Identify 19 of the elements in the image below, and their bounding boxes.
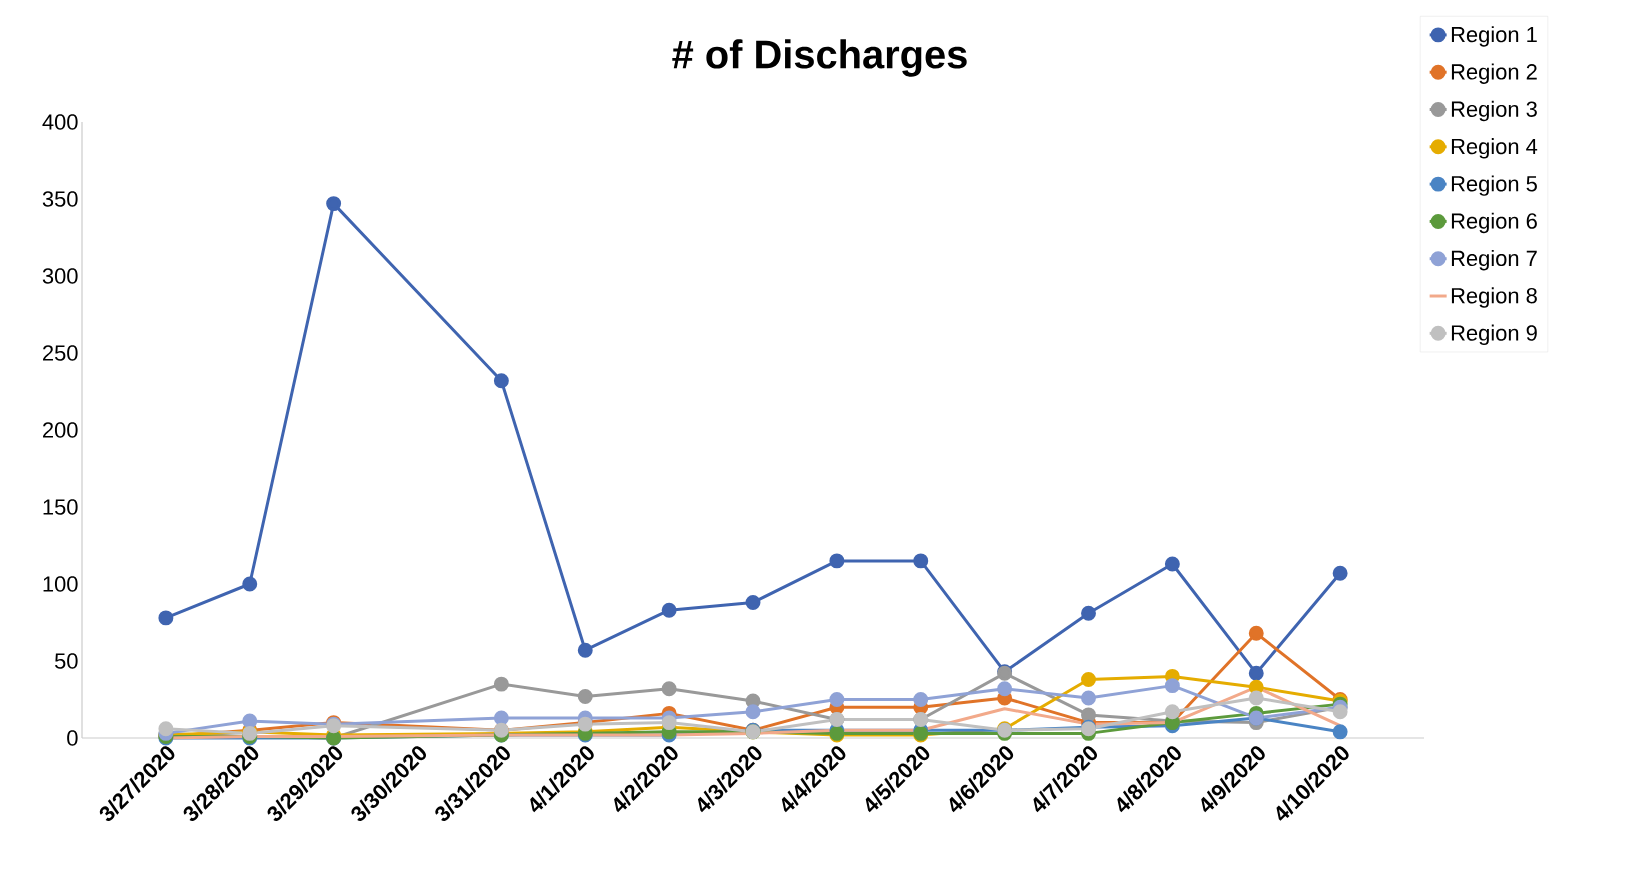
legend-label: Region 5 [1451,175,1537,196]
legend-label: Region 3 [1451,100,1537,122]
legend-label: Region 1 [1451,26,1537,47]
legend-label: Region 8 [1451,287,1537,308]
y-tick-label: 100 [43,576,78,592]
y-tick-label: 200 [43,422,78,438]
legend-label: Region 7 [1451,250,1537,271]
y-tick-label: 250 [43,345,78,361]
y-tick-label: 400 [42,114,78,130]
legend-label: Region 9 [1451,324,1537,346]
y-tick-label: 350 [42,191,78,207]
legend-label: Region 4 [1451,138,1538,159]
y-tick-label: 150 [43,499,78,515]
legend-label: Region 2 [1451,63,1537,84]
legend-label: Region 6 [1451,212,1537,234]
y-tick-label: 300 [42,268,78,284]
y-tick-label: 0 [67,730,78,746]
chart-title: # of Discharges [672,39,967,77]
y-tick-label: 50 [54,653,78,669]
